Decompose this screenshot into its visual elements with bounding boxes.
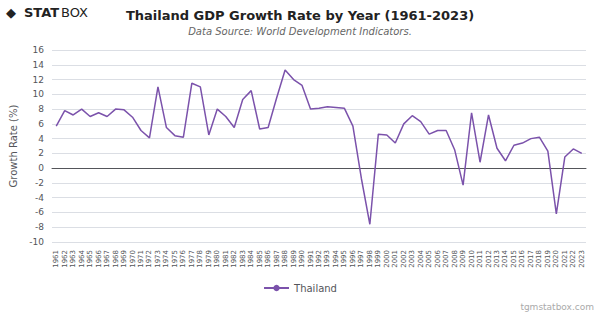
svg-text:1996: 1996 — [349, 249, 357, 267]
svg-text:2018: 2018 — [535, 250, 543, 268]
svg-text:STAT: STAT — [24, 5, 59, 20]
svg-text:1980: 1980 — [213, 250, 221, 268]
svg-text:2007: 2007 — [442, 250, 450, 268]
svg-text:1992: 1992 — [315, 250, 323, 268]
svg-text:1983: 1983 — [239, 250, 247, 268]
svg-text:1971: 1971 — [137, 250, 145, 268]
svg-text:4: 4 — [38, 134, 44, 144]
svg-text:1966: 1966 — [95, 249, 103, 267]
svg-text:1982: 1982 — [230, 250, 238, 268]
svg-text:14: 14 — [33, 60, 45, 70]
svg-text:2012: 2012 — [485, 250, 493, 268]
svg-text:8: 8 — [38, 104, 44, 114]
svg-text:1965: 1965 — [86, 250, 94, 268]
svg-text:2014: 2014 — [501, 249, 509, 267]
svg-text:Thailand: Thailand — [293, 283, 337, 294]
svg-text:1968: 1968 — [112, 250, 120, 268]
svg-text:1962: 1962 — [61, 250, 69, 268]
svg-text:1974: 1974 — [162, 249, 170, 267]
svg-text:1970: 1970 — [129, 250, 137, 268]
svg-text:1986: 1986 — [264, 249, 272, 267]
svg-text:1963: 1963 — [69, 250, 77, 268]
svg-text:-10: -10 — [29, 237, 44, 247]
svg-text:2006: 2006 — [434, 249, 442, 267]
svg-text:2013: 2013 — [493, 250, 501, 268]
svg-text:2009: 2009 — [459, 250, 467, 268]
svg-text:1987: 1987 — [273, 250, 281, 268]
svg-text:2010: 2010 — [468, 250, 476, 268]
svg-text:2016: 2016 — [518, 249, 526, 267]
svg-text:1999: 1999 — [374, 250, 382, 268]
svg-text:1998: 1998 — [366, 250, 374, 268]
svg-text:1988: 1988 — [281, 250, 289, 268]
svg-text:-8: -8 — [35, 222, 44, 232]
svg-text:2004: 2004 — [417, 249, 425, 267]
svg-text:1993: 1993 — [323, 250, 331, 268]
svg-text:2005: 2005 — [425, 250, 433, 268]
svg-text:1978: 1978 — [196, 250, 204, 268]
svg-text:2003: 2003 — [408, 250, 416, 268]
svg-text:Thailand GDP Growth Rate by Ye: Thailand GDP Growth Rate by Year (1961-2… — [126, 8, 474, 23]
svg-text:1969: 1969 — [120, 250, 128, 268]
svg-text:1990: 1990 — [298, 250, 306, 268]
svg-text:2021: 2021 — [561, 250, 569, 268]
svg-text:10: 10 — [33, 89, 45, 99]
svg-text:12: 12 — [33, 75, 44, 85]
svg-text:Growth Rate (%): Growth Rate (%) — [8, 105, 19, 188]
svg-text:◆: ◆ — [6, 5, 16, 20]
svg-text:2020: 2020 — [552, 250, 560, 268]
svg-text:1973: 1973 — [154, 250, 162, 268]
svg-text:BOX: BOX — [61, 5, 88, 20]
svg-text:2001: 2001 — [391, 250, 399, 268]
svg-text:1964: 1964 — [78, 249, 86, 267]
svg-text:0: 0 — [38, 163, 44, 173]
svg-text:tgmstatbox.com: tgmstatbox.com — [520, 302, 594, 312]
svg-text:2019: 2019 — [544, 250, 552, 268]
svg-text:-6: -6 — [35, 207, 44, 217]
svg-text:1991: 1991 — [307, 250, 315, 268]
svg-text:-4: -4 — [35, 193, 44, 203]
svg-text:Data Source: World Development: Data Source: World Development Indicator… — [188, 26, 412, 37]
svg-text:-2: -2 — [35, 178, 44, 188]
svg-text:2: 2 — [38, 148, 44, 158]
svg-text:1995: 1995 — [340, 250, 348, 268]
svg-text:1977: 1977 — [188, 250, 196, 268]
svg-text:2008: 2008 — [451, 250, 459, 268]
svg-text:1994: 1994 — [332, 249, 340, 267]
svg-text:2002: 2002 — [400, 250, 408, 268]
svg-text:2017: 2017 — [527, 250, 535, 268]
svg-text:1975: 1975 — [171, 250, 179, 268]
svg-text:2015: 2015 — [510, 250, 518, 268]
svg-text:1976: 1976 — [179, 249, 187, 267]
svg-text:6: 6 — [38, 119, 44, 129]
svg-text:2022: 2022 — [569, 250, 577, 268]
svg-text:1967: 1967 — [103, 250, 111, 268]
svg-text:1984: 1984 — [247, 249, 255, 267]
svg-text:1981: 1981 — [222, 250, 230, 268]
svg-text:16: 16 — [33, 45, 45, 55]
svg-text:1985: 1985 — [256, 250, 264, 268]
svg-text:2023: 2023 — [578, 250, 586, 268]
svg-text:1997: 1997 — [357, 250, 365, 268]
svg-text:1972: 1972 — [145, 250, 153, 268]
svg-text:2000: 2000 — [383, 250, 391, 268]
svg-text:1989: 1989 — [290, 250, 298, 268]
svg-text:2011: 2011 — [476, 250, 484, 268]
svg-text:1961: 1961 — [52, 250, 60, 268]
svg-text:1979: 1979 — [205, 250, 213, 268]
